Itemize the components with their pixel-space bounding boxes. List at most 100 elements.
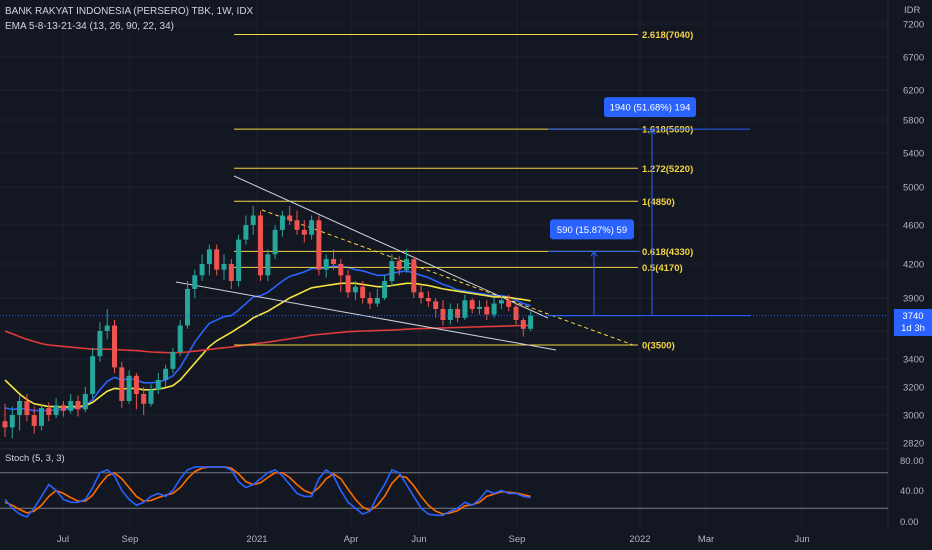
measurement-tools[interactable]: 1940 (51.68%) 194 590 (15.87%) 59: [0, 97, 888, 317]
candle-body: [316, 220, 322, 270]
candle-body: [294, 220, 300, 230]
time-tick-label: Sep: [509, 534, 526, 545]
fib-level-label: 0.618(4330): [642, 247, 693, 258]
time-tick-label: Jun: [794, 534, 809, 545]
candle-body: [389, 261, 395, 281]
time-tick-label: Sep: [122, 534, 139, 545]
ema-lines: [4, 265, 531, 412]
measure-arrowhead: [648, 128, 656, 135]
candle-body: [418, 292, 424, 298]
candle-body: [258, 215, 263, 276]
candle-body: [396, 261, 402, 270]
candle-body: [367, 298, 373, 304]
candle-body: [9, 415, 15, 428]
stoch-tick-label: 80.00: [900, 456, 924, 467]
candle-body: [39, 408, 44, 426]
time-tick-label: Apr: [344, 534, 359, 545]
candle-body: [360, 286, 366, 298]
candle-body: [469, 300, 475, 309]
candle-body: [279, 215, 285, 230]
candle-body: [104, 325, 110, 331]
stoch-tick-label: 0.00: [900, 517, 919, 528]
candle-body: [82, 394, 88, 410]
candle-body: [163, 368, 169, 380]
ema-line-1: [4, 265, 531, 412]
price-tick-label: 3900: [903, 294, 924, 305]
candle-body: [214, 249, 220, 270]
candle-body: [24, 401, 30, 415]
candle-body: [301, 229, 307, 235]
fib-level-label: 1.272(5220): [642, 164, 693, 175]
time-tick-label: Jul: [57, 534, 69, 545]
dashed-trend-line: [261, 209, 637, 347]
fib-level-label: 1.618(5690): [642, 125, 693, 136]
price-tick-label: 5000: [903, 183, 924, 194]
fib-level-label: 2.618(7040): [642, 30, 693, 41]
fib-extension[interactable]: 2.618(7040) 1.618(5690) 1.272(5220) 1(4850)…: [234, 30, 693, 352]
measure-label: 1940 (51.68%) 194: [610, 103, 691, 114]
candle-body: [382, 281, 388, 298]
candle-body: [506, 300, 512, 307]
candle-body: [484, 306, 490, 315]
candle-body: [155, 380, 161, 390]
candle-body: [126, 375, 132, 401]
upper-trend-line: [233, 175, 549, 319]
candle-body: [236, 239, 242, 281]
fib-level-label: 0.5(4170): [642, 263, 683, 274]
price-tick-label: 3400: [903, 355, 924, 366]
candle-body: [345, 275, 351, 293]
candle-body: [53, 405, 59, 415]
candle-body: [68, 401, 74, 411]
candle-body: [2, 421, 8, 428]
measure-label-box[interactable]: [550, 219, 634, 240]
candle-body: [60, 405, 66, 411]
price-tick-label: 6200: [903, 86, 924, 97]
candle-body: [433, 301, 439, 309]
candle-body: [185, 288, 190, 326]
time-tick-label: 2022: [629, 534, 650, 545]
candle-body: [90, 356, 96, 394]
stoch-tick-label: 40.00: [900, 486, 924, 497]
bar-countdown: 1d 3h: [901, 323, 925, 334]
candle-body: [520, 320, 526, 329]
stoch-d-line: [4, 466, 531, 515]
candle-body: [513, 306, 519, 320]
candle-body: [440, 309, 446, 320]
price-tick-label: 4600: [903, 221, 924, 232]
candle-body: [112, 325, 117, 368]
candle-body: [46, 408, 52, 415]
measure-arrowhead: [590, 250, 598, 257]
ema-line-2: [4, 282, 531, 409]
candle-body: [462, 300, 468, 318]
price-tick-label: 3000: [903, 411, 924, 422]
candle-body: [250, 215, 256, 225]
measure-label-box[interactable]: [604, 97, 696, 118]
candle-body: [221, 264, 227, 270]
candle-body: [447, 309, 453, 320]
candle-body: [206, 249, 212, 264]
candle-body: [455, 309, 461, 318]
candle-body: [31, 415, 37, 426]
candle-body: [528, 315, 534, 329]
candle-body: [228, 264, 234, 281]
candle-body: [148, 389, 154, 404]
time-tick-label: Jun: [411, 534, 426, 545]
candle-body: [338, 264, 344, 276]
stochastic-pane: [0, 466, 888, 518]
symbol-title: BANK RAKYAT INDONESIA (PERSERO) TBK, 1W,…: [5, 6, 254, 17]
candle-body: [192, 275, 198, 289]
fib-level-label: 0(3500): [642, 341, 675, 352]
current-price-value: 3740: [902, 311, 924, 322]
candle-body: [323, 259, 329, 270]
candle-body: [477, 306, 482, 309]
candle-body: [404, 259, 409, 270]
price-tick-label: 5400: [903, 149, 924, 160]
current-price-badge: 3740 1d 3h: [894, 309, 932, 336]
price-tick-label: 3200: [903, 383, 924, 394]
candle-body: [498, 300, 504, 304]
price-tick-label: 7200: [903, 20, 924, 31]
candle-body: [331, 259, 336, 264]
candle-body: [119, 367, 125, 401]
candle-body: [309, 220, 315, 235]
